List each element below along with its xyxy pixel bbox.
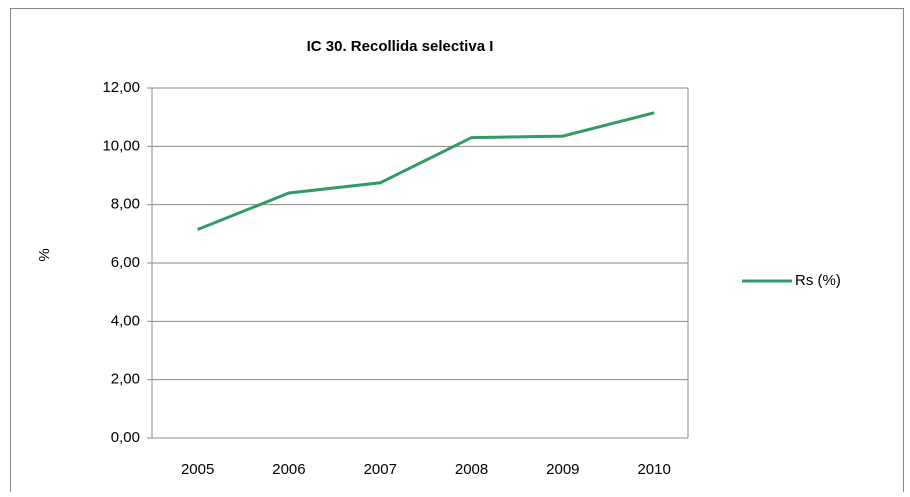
y-tick-label: 4,00 <box>111 312 140 329</box>
x-tick-label: 2009 <box>546 461 579 478</box>
x-tick-label: 2005 <box>181 461 214 478</box>
y-tick-label: 6,00 <box>111 254 140 271</box>
y-tick-label: 2,00 <box>111 371 140 388</box>
y-tick-label: 8,00 <box>111 196 140 213</box>
data-line <box>197 111 655 231</box>
x-tick-label: 2010 <box>637 461 670 478</box>
x-tick-label: 2008 <box>455 461 488 478</box>
y-tick-label: 10,00 <box>102 137 140 154</box>
y-tick-label: 12,00 <box>102 79 140 96</box>
chart-title: IC 30. Recollida selectiva I <box>307 38 494 55</box>
x-tick-label: 2006 <box>272 461 305 478</box>
x-tick-label: 2007 <box>364 461 397 478</box>
legend-label: Rs (%) <box>795 272 841 289</box>
y-axis-label: % <box>36 248 53 261</box>
y-tick-label: 0,00 <box>111 429 140 446</box>
chart-frame <box>10 8 904 497</box>
